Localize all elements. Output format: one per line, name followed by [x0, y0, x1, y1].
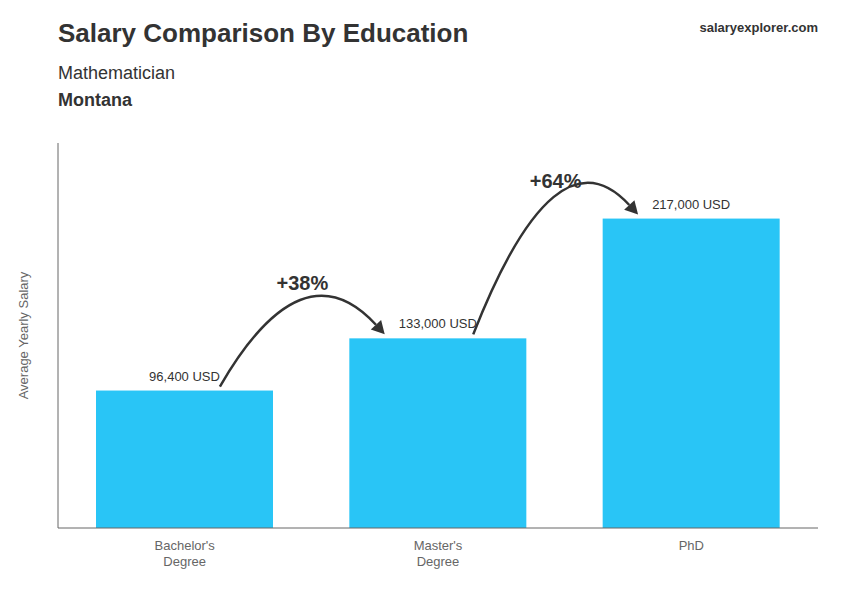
svg-text:96,400 USD: 96,400 USD	[149, 369, 220, 384]
svg-text:+38%: +38%	[276, 272, 328, 294]
svg-text:PhD: PhD	[679, 538, 704, 553]
svg-text:Average Yearly Salary: Average Yearly Salary	[16, 271, 31, 399]
html-text:Salary Comparison By Education: Salary Comparison By Education	[58, 18, 469, 48]
svg-text:133,000 USD: 133,000 USD	[399, 316, 477, 331]
svg-text:217,000 USD: 217,000 USD	[652, 197, 730, 212]
html-text:Mathematician: Mathematician	[58, 63, 176, 83]
svg-text:Master'sDegree: Master'sDegree	[414, 538, 463, 569]
html-text:Montana: Montana	[58, 90, 132, 110]
svg-text:Bachelor'sDegree: Bachelor'sDegree	[155, 538, 216, 569]
html-text:salaryexplorer.com: salaryexplorer.com	[699, 20, 818, 35]
svg-text:+64%: +64%	[530, 170, 582, 192]
